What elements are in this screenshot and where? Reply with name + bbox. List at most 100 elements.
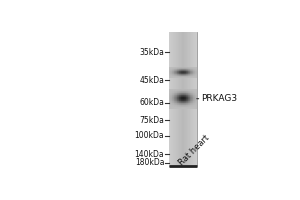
Bar bbox=[193, 104, 194, 105]
Bar bbox=[185, 73, 186, 74]
Bar bbox=[176, 98, 177, 99]
Bar bbox=[174, 98, 175, 99]
Bar bbox=[188, 90, 189, 91]
Bar bbox=[196, 89, 197, 90]
Bar bbox=[188, 101, 189, 102]
Bar bbox=[188, 93, 189, 94]
Bar bbox=[193, 69, 194, 70]
Bar bbox=[186, 91, 187, 92]
Bar bbox=[184, 96, 185, 97]
Bar bbox=[170, 102, 171, 103]
Bar bbox=[173, 93, 174, 94]
Bar bbox=[195, 71, 196, 72]
Bar bbox=[186, 32, 187, 166]
Bar bbox=[192, 100, 193, 101]
Bar bbox=[180, 107, 181, 108]
Bar bbox=[169, 102, 170, 103]
Bar bbox=[195, 104, 196, 105]
Bar bbox=[190, 91, 191, 92]
Bar bbox=[189, 68, 190, 69]
Bar bbox=[196, 70, 197, 71]
Bar bbox=[181, 75, 182, 76]
Bar bbox=[185, 98, 186, 99]
Bar bbox=[195, 70, 196, 71]
Bar bbox=[190, 94, 191, 95]
Bar bbox=[181, 108, 182, 109]
Bar bbox=[192, 71, 193, 72]
Bar bbox=[188, 73, 189, 74]
Bar bbox=[178, 101, 179, 102]
Bar bbox=[188, 32, 189, 166]
Bar bbox=[187, 101, 188, 102]
Bar bbox=[170, 32, 171, 166]
Bar bbox=[178, 106, 179, 107]
Bar bbox=[177, 103, 178, 104]
Bar bbox=[188, 91, 189, 92]
Bar bbox=[176, 70, 177, 71]
Bar bbox=[172, 97, 173, 98]
Bar bbox=[173, 76, 174, 77]
Bar bbox=[177, 73, 178, 74]
Bar bbox=[189, 71, 190, 72]
Bar bbox=[191, 76, 192, 77]
Bar bbox=[169, 75, 170, 76]
Bar bbox=[170, 100, 171, 101]
Bar bbox=[185, 97, 186, 98]
Bar bbox=[184, 95, 185, 96]
Bar bbox=[170, 105, 171, 106]
Bar bbox=[182, 77, 183, 78]
Bar bbox=[178, 95, 179, 96]
Bar bbox=[187, 99, 188, 100]
Bar bbox=[186, 94, 187, 95]
Bar bbox=[192, 93, 193, 94]
Bar bbox=[176, 75, 177, 76]
Bar bbox=[174, 99, 175, 100]
Bar bbox=[186, 93, 187, 94]
Bar bbox=[193, 103, 194, 104]
Bar bbox=[196, 101, 197, 102]
Bar bbox=[178, 93, 179, 94]
Bar bbox=[185, 94, 186, 95]
Bar bbox=[193, 100, 194, 101]
Bar bbox=[180, 108, 181, 109]
Bar bbox=[193, 102, 194, 103]
Bar bbox=[175, 70, 176, 71]
Bar bbox=[172, 77, 173, 78]
Bar bbox=[191, 68, 192, 69]
Bar bbox=[170, 76, 171, 77]
Bar bbox=[187, 32, 188, 166]
Bar bbox=[196, 32, 197, 166]
Bar bbox=[196, 95, 197, 96]
Bar bbox=[185, 107, 186, 108]
Bar bbox=[187, 69, 188, 70]
Bar bbox=[182, 32, 183, 166]
Bar bbox=[184, 90, 185, 91]
Bar bbox=[169, 89, 170, 90]
Bar bbox=[174, 92, 175, 93]
Bar bbox=[188, 92, 189, 93]
Bar bbox=[169, 97, 170, 98]
Bar bbox=[173, 89, 174, 90]
Bar bbox=[180, 100, 181, 101]
Bar bbox=[187, 104, 188, 105]
Bar bbox=[180, 93, 181, 94]
Bar bbox=[175, 98, 176, 99]
Bar bbox=[177, 98, 178, 99]
Bar bbox=[181, 97, 182, 98]
Bar bbox=[186, 101, 187, 102]
Bar bbox=[187, 97, 188, 98]
Bar bbox=[184, 89, 185, 90]
Bar bbox=[192, 107, 193, 108]
Bar bbox=[170, 101, 171, 102]
Bar bbox=[195, 98, 196, 99]
Bar bbox=[178, 107, 179, 108]
Bar bbox=[179, 72, 180, 73]
Bar bbox=[172, 93, 173, 94]
Bar bbox=[175, 104, 176, 105]
Bar bbox=[184, 73, 185, 74]
Bar bbox=[169, 96, 170, 97]
Bar bbox=[196, 107, 197, 108]
Bar bbox=[187, 106, 188, 107]
Bar bbox=[170, 104, 171, 105]
Bar bbox=[196, 94, 197, 95]
